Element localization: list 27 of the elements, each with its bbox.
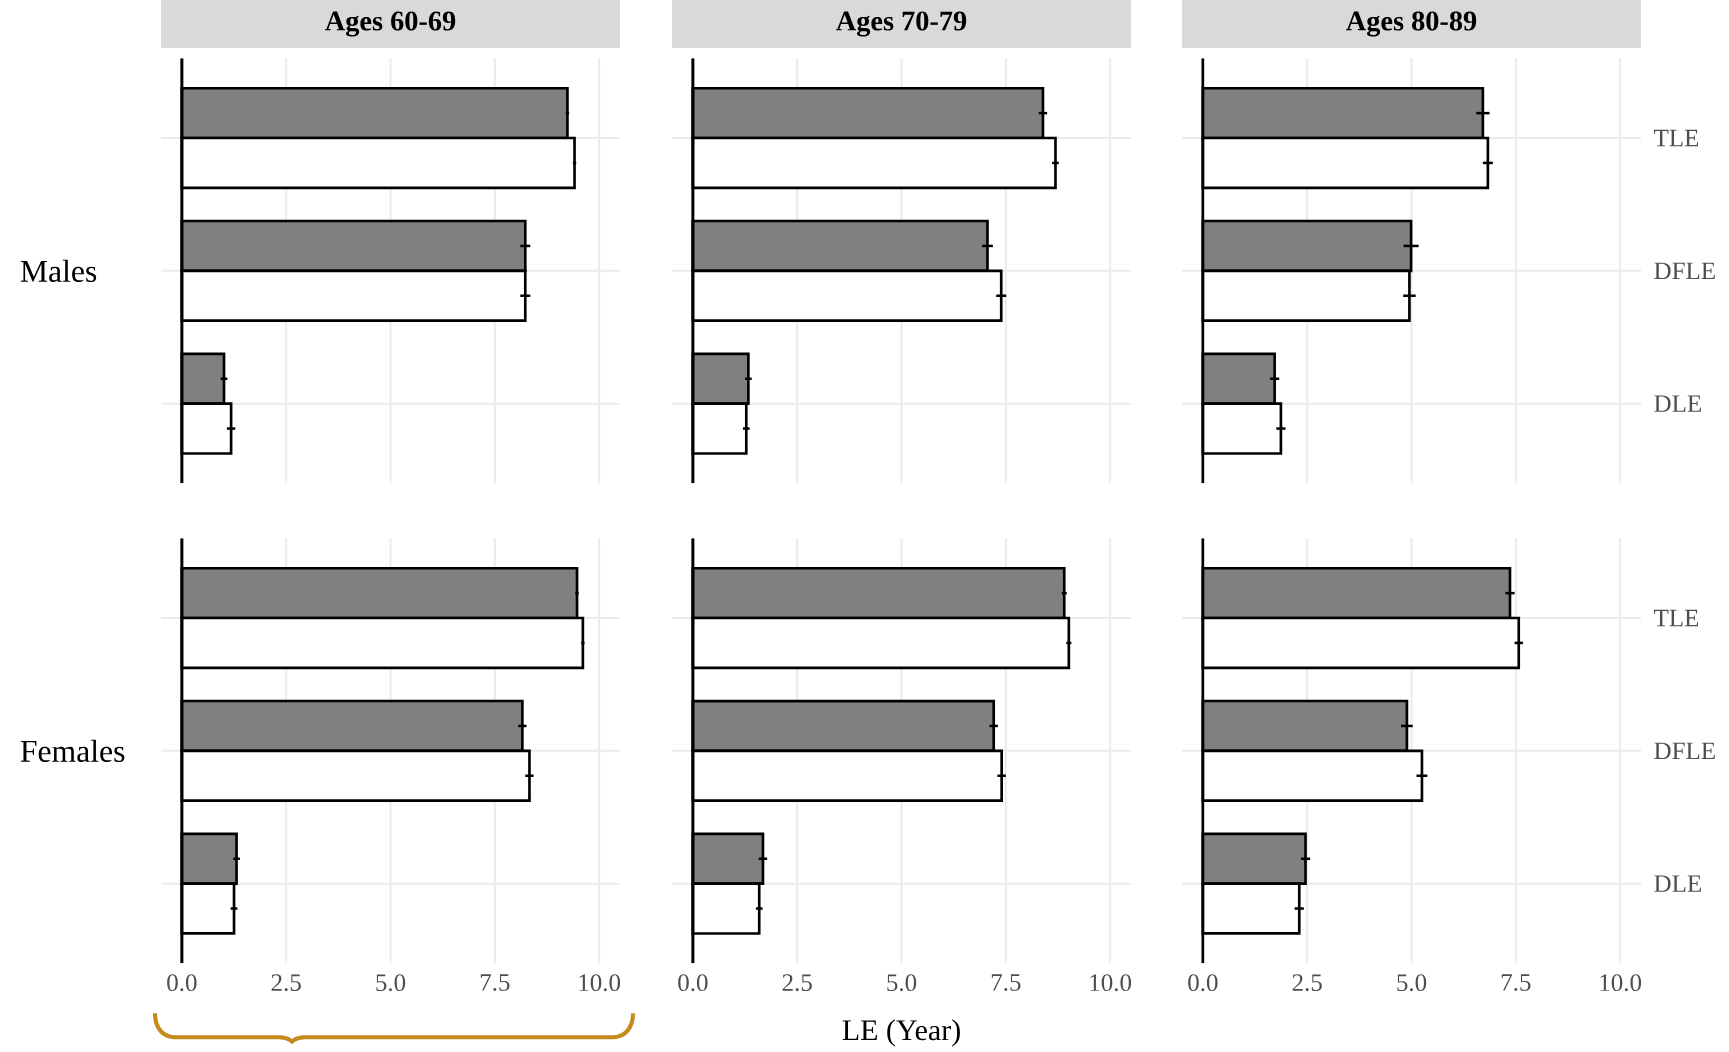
y-axis-title: Males [20, 259, 97, 282]
x-tick-label: 7.5 [480, 974, 510, 991]
x-tick-label: 0.0 [678, 974, 708, 992]
y-tick-label: DLE [1654, 875, 1701, 892]
x-tick-label: 2.5 [782, 974, 812, 992]
x-axis-title: LE (Year) [842, 1019, 960, 1047]
y-tick-label: TLE [1654, 129, 1699, 147]
x-tick-label: 7.5 [1501, 974, 1531, 991]
x-tick-label: 2.5 [1292, 974, 1322, 992]
x-tick-label: 10.0 [579, 974, 621, 992]
y-tick-label: DLE [1654, 395, 1701, 412]
x-tick-label: 0.0 [167, 974, 197, 992]
chart-title: Ages 60-69 [325, 11, 456, 37]
x-tick-label: 0.0 [1188, 974, 1218, 992]
x-tick-label: 5.0 [1397, 974, 1427, 992]
chart-title: Ages 80-89 [1346, 11, 1477, 37]
x-tick-label: 10.0 [1090, 974, 1132, 992]
y-tick-label: DFLE [1654, 742, 1715, 760]
y-tick-label: DFLE [1654, 262, 1715, 280]
chart-title: Ages 70-79 [836, 11, 967, 37]
x-tick-label: 5.0 [887, 974, 917, 992]
x-tick-label: 2.5 [271, 974, 301, 992]
x-tick-label: 7.5 [991, 974, 1021, 991]
y-tick-label: TLE [1654, 609, 1699, 627]
y-axis-title: Females [20, 739, 125, 762]
x-tick-label: 5.0 [376, 974, 406, 992]
x-tick-label: 10.0 [1600, 974, 1642, 992]
